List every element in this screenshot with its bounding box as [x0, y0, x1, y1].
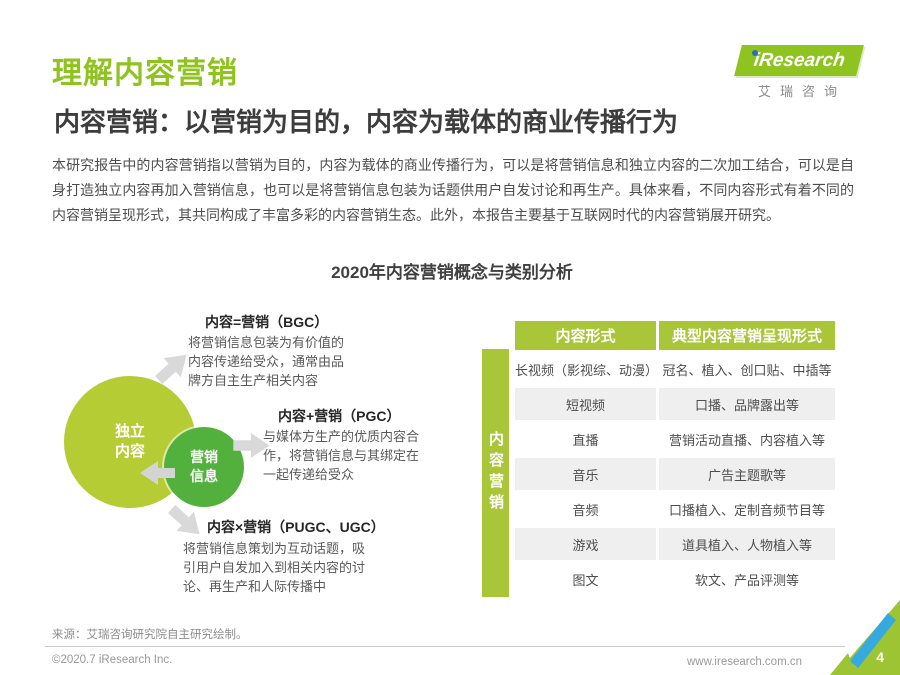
logo-brand-text: iResearch — [752, 49, 847, 71]
marketing-info-label: 营销信息 — [190, 449, 218, 484]
intro-paragraph: 本研究报告中的内容营销指以营销为目的，内容为载体的商业传播行为，可以是将营销信息… — [52, 157, 854, 223]
cell-form-2: 直播 — [572, 432, 599, 448]
table-row: 音频 口播植入、定制音频节目等 — [515, 493, 835, 525]
table-row: 直播 营销活动直播、内容植入等 — [515, 423, 835, 455]
arrow-left-icon — [140, 461, 175, 485]
concept-bgc-heading: 内容=营销（BGC） — [205, 314, 329, 330]
independent-content-label: 独立内容 — [114, 423, 145, 460]
cell-presentation-5: 道具植入、人物植入等 — [659, 528, 835, 560]
concept-pugc-desc: 将营销信息策划为互动话题，吸引用户自发加入到相关内容的讨论、再生产和人际传播中 — [183, 541, 366, 594]
cell-presentation-2: 营销活动直播、内容植入等 — [668, 432, 825, 448]
iresearch-logo: iResearch 艾瑞咨询 — [734, 45, 864, 100]
logo-i-dot-icon — [752, 50, 758, 56]
table-row: 图文 软文、产品评测等 — [515, 563, 835, 595]
table-header-row: 内容形式 典型内容营销呈现形式 — [515, 321, 835, 350]
website-url: www.iresearch.com.cn — [686, 656, 802, 668]
table-row: 音乐 广告主题歌等 — [515, 458, 835, 490]
cell-presentation-4: 口播植入、定制音频节目等 — [668, 502, 825, 518]
cell-form-0: 长视频（影视综、动漫） — [515, 362, 659, 378]
arrow-down-right-icon — [167, 505, 200, 535]
page-number: 4 — [876, 649, 884, 665]
side-bar-label: 内容营销 — [487, 431, 504, 515]
cell-form-6: 图文 — [572, 572, 599, 588]
concept-pgc-desc: 与媒体方生产的优质内容合作，将营销信息与其绑定在一起传递给受众 — [263, 429, 420, 482]
cell-form-4: 音频 — [572, 502, 599, 518]
source-note: 来源：艾瑞咨询研究院自主研究绘制。 — [52, 629, 248, 641]
concept-diagram: 独立内容 营销信息 内容=营销（BGC） 将营销信息包装为有价值的内容传递给受众… — [0, 0, 482, 594]
column-header-content-form: 内容形式 — [515, 321, 656, 350]
column-header-presentation: 典型内容营销呈现形式 — [659, 321, 835, 350]
cell-form-1: 短视频 — [515, 388, 656, 420]
cell-presentation-0: 冠名、植入、创口贴、中插等 — [662, 362, 832, 378]
concept-bgc-desc: 将营销信息包装为有价值的内容传递给受众，通常由品牌方自主生产相关内容 — [188, 335, 345, 388]
copyright-text: ©2020.7 iResearch Inc. — [52, 654, 173, 666]
page-title: 理解内容营销 — [52, 57, 238, 90]
cell-presentation-1: 口播、品牌露出等 — [659, 388, 835, 420]
content-marketing-side-bar: 内容营销 — [482, 349, 509, 597]
cell-presentation-6: 软文、产品评测等 — [694, 572, 799, 588]
footer-divider — [45, 646, 845, 647]
arrow-right-icon — [233, 433, 270, 458]
concept-pgc-heading: 内容+营销（PGC） — [278, 408, 401, 424]
concept-pugc-heading: 内容×营销（PUGC、UGC） — [207, 519, 385, 535]
table-row: 游戏 道具植入、人物植入等 — [515, 528, 835, 560]
arrow-up-right-icon — [154, 354, 187, 384]
table-row: 长视频（影视综、动漫） 冠名、植入、创口贴、中插等 — [515, 353, 835, 385]
section-subtitle: 内容营销：以营销为目的，内容为载体的商业传播行为 — [54, 107, 679, 137]
corner-decoration: 4 — [810, 597, 900, 675]
cell-presentation-3: 广告主题歌等 — [659, 458, 835, 490]
corner-triangles-icon — [830, 600, 900, 675]
logo-chinese-name: 艾瑞咨询 — [757, 84, 846, 99]
table-row: 短视频 口播、品牌露出等 — [515, 388, 835, 420]
chart-title: 2020年内容营销概念与类别分析 — [331, 263, 573, 282]
cell-form-5: 游戏 — [515, 528, 656, 560]
cell-form-3: 音乐 — [515, 458, 656, 490]
content-forms-table: 内容形式 典型内容营销呈现形式 长视频（影视综、动漫） 冠名、植入、创口贴、中插… — [512, 318, 838, 598]
marketing-info-circle: 营销信息 — [164, 427, 244, 507]
